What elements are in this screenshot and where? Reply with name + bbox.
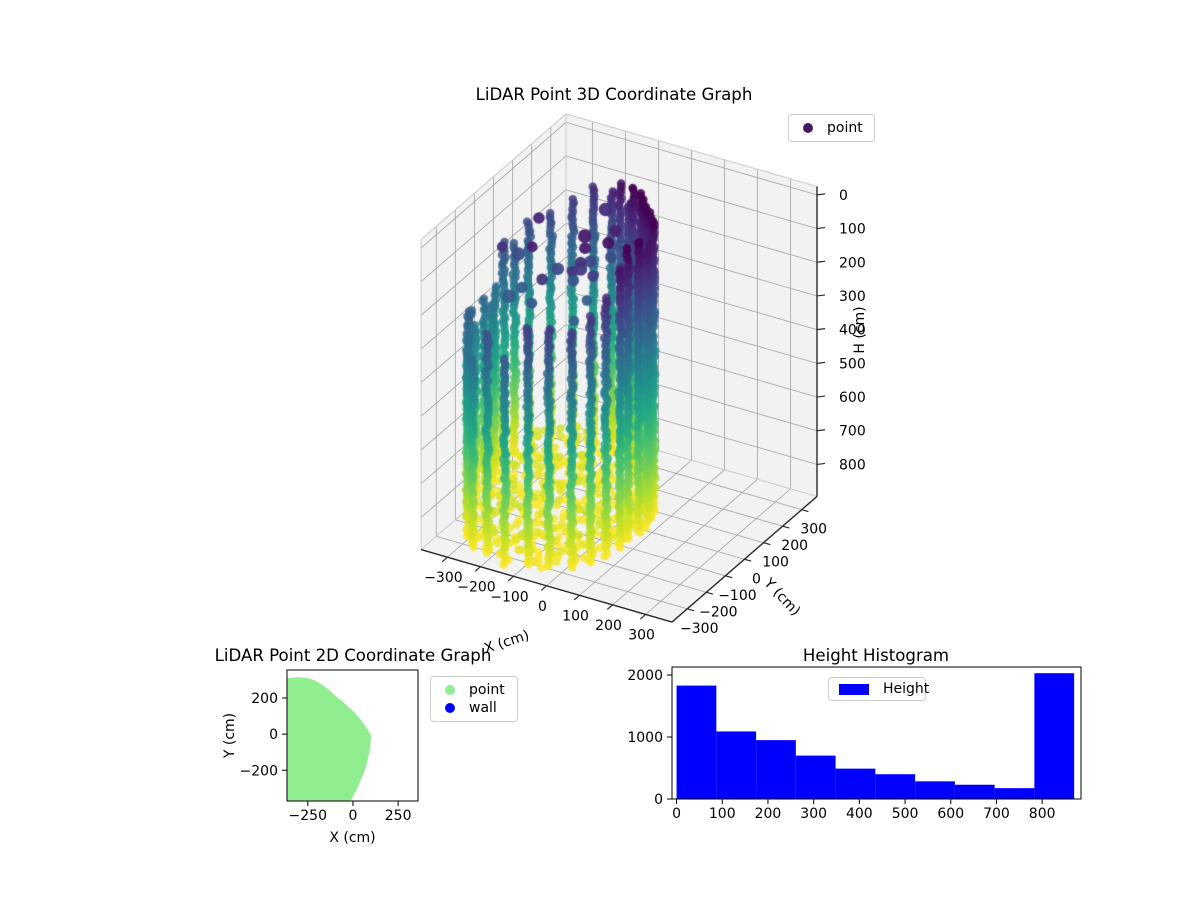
legend-item-point: point — [795, 120, 868, 136]
legend-item-point: point — [437, 682, 511, 698]
legend-label: wall — [469, 700, 497, 717]
plot2d-title: LiDAR Point 2D Coordinate Graph — [214, 646, 492, 665]
plot3d-legend: point — [788, 114, 875, 142]
point-marker-icon — [445, 684, 455, 695]
height-swatch-icon — [839, 683, 869, 695]
legend-label: Height — [883, 681, 930, 697]
legend-label: point — [469, 681, 505, 698]
legend-item-height: Height — [835, 681, 929, 697]
point-marker-icon — [803, 123, 813, 133]
wall-marker-icon — [445, 703, 455, 714]
hist-legend: Height — [828, 677, 929, 701]
plot2d-legend: point wall — [430, 676, 518, 722]
hist-title: Height Histogram — [802, 646, 950, 665]
legend-item-wall: wall — [437, 700, 511, 716]
legend-label: point — [827, 120, 863, 136]
plot3d-title: LiDAR Point 3D Coordinate Graph — [475, 85, 753, 104]
